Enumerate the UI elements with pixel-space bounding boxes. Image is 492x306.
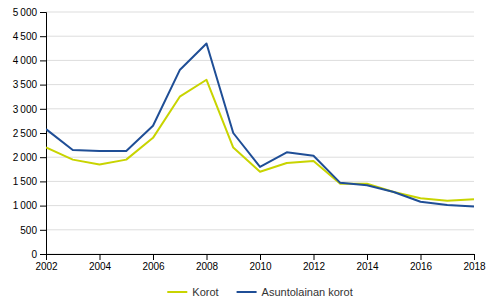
tick: 2008 — [196, 254, 219, 272]
tick-label: 2010 — [249, 261, 272, 272]
tick-label: 0 — [31, 249, 37, 260]
tick: 2002 — [35, 254, 58, 272]
legend-label: Asuntolainan korot — [262, 286, 353, 298]
tick-label: 3 000 — [13, 104, 38, 115]
tick-mark — [40, 230, 46, 231]
tick-mark — [153, 254, 154, 260]
tick: 2004 — [89, 254, 112, 272]
tick: 2006 — [142, 254, 165, 272]
tick: 3 500 — [13, 79, 46, 90]
tick-label: 2 000 — [13, 152, 38, 163]
grid-line — [46, 60, 474, 61]
tick-mark — [40, 133, 46, 134]
tick: 0 — [31, 249, 46, 260]
axis-line — [47, 255, 475, 261]
legend-label: Korot — [192, 286, 218, 298]
tick: 2 000 — [13, 152, 46, 163]
tick: 2014 — [356, 254, 379, 272]
grid-line — [46, 157, 474, 158]
tick: 2 500 — [13, 128, 46, 139]
tick-mark — [40, 60, 46, 61]
tick: 2016 — [410, 254, 433, 272]
tick-mark — [421, 254, 422, 260]
tick-mark — [260, 254, 261, 260]
tick-label: 2006 — [142, 261, 165, 272]
tick-mark — [40, 109, 46, 110]
tick-mark — [40, 12, 46, 13]
lines — [46, 43, 474, 206]
grid-line — [46, 181, 474, 182]
tick-label: 4 000 — [13, 55, 38, 66]
tick-label: 1 000 — [13, 200, 38, 211]
legend-item: Korot — [167, 286, 218, 298]
tick: 5 000 — [13, 7, 46, 18]
tick-mark — [314, 254, 315, 260]
tick-label: 2018 — [463, 261, 486, 272]
tick-mark — [40, 36, 46, 37]
tick-mark — [40, 181, 46, 182]
legend-item: Asuntolainan korot — [237, 286, 353, 298]
tick-label: 5 000 — [13, 7, 38, 18]
y-axis: 0 500 1 000 1 500 2 000 2 500 3 000 3 500 4 000 4… — [13, 7, 47, 260]
tick-label: 500 — [20, 225, 37, 236]
tick-label: 2016 — [410, 261, 433, 272]
tick-label: 1 500 — [13, 176, 38, 187]
tick-label: 2008 — [196, 261, 219, 272]
tick: 500 — [20, 225, 46, 236]
tick: 4 000 — [13, 55, 46, 66]
grid-line — [46, 133, 474, 134]
tick: 1 000 — [13, 200, 46, 211]
grid-line — [46, 205, 474, 206]
series-line — [46, 43, 474, 206]
grid-line — [46, 108, 474, 109]
grid-line — [46, 12, 474, 13]
tick-label: 2012 — [303, 261, 326, 272]
tick-label: 3 500 — [13, 79, 38, 90]
tick: 2018 — [463, 254, 486, 272]
grid-line — [46, 229, 474, 230]
tick-mark — [40, 157, 46, 158]
tick-label: 2002 — [35, 261, 58, 272]
x-axis: 2002 2004 2006 2008 2010 2012 2014 2016 2018 — [35, 254, 486, 272]
tick: 2010 — [249, 254, 272, 272]
plot: 0 500 1 000 1 500 2 000 2 500 3 000 3 500 4 000 4… — [13, 7, 486, 272]
axis-line — [40, 13, 47, 255]
tick-mark — [40, 254, 46, 255]
tick: 1 500 — [13, 176, 46, 187]
tick-label: 2004 — [89, 261, 112, 272]
grid — [46, 12, 474, 254]
grid-line — [46, 36, 474, 37]
tick: 2012 — [303, 254, 326, 272]
tick-label: 2014 — [356, 261, 379, 272]
tick-label: 2 500 — [13, 128, 38, 139]
grid-line — [46, 84, 474, 85]
tick-mark — [40, 85, 46, 86]
tick-mark — [40, 206, 46, 207]
tick: 4 500 — [13, 31, 46, 42]
tick-mark — [100, 254, 101, 260]
legend-swatch — [167, 291, 187, 293]
tick-mark — [367, 254, 368, 260]
chart: 0 500 1 000 1 500 2 000 2 500 3 000 3 500 4 000 4… — [0, 0, 492, 306]
series-line — [46, 80, 474, 201]
tick-mark — [46, 254, 47, 260]
tick-mark — [474, 254, 475, 260]
legend: Korot Asuntolainan korot — [167, 286, 352, 298]
tick-mark — [207, 254, 208, 260]
legend-swatch — [237, 291, 257, 293]
tick-label: 4 500 — [13, 31, 38, 42]
tick: 3 000 — [13, 104, 46, 115]
